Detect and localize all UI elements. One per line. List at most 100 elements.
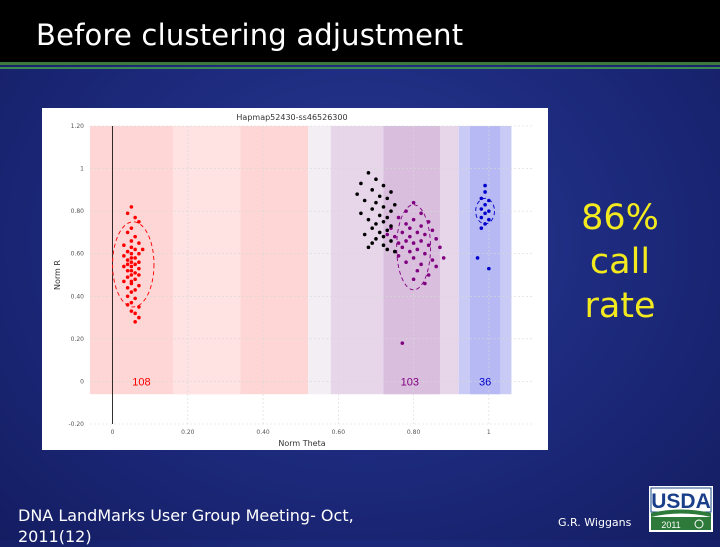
data-point <box>374 237 378 241</box>
data-point <box>396 241 401 245</box>
data-point <box>374 177 378 182</box>
data-point <box>129 256 134 260</box>
data-point <box>137 305 141 309</box>
title-rule-bottom <box>0 67 720 69</box>
data-point <box>389 209 393 213</box>
call-rate-line-3: rate <box>584 286 656 326</box>
y-tick-label: 1 <box>80 166 84 173</box>
data-point <box>483 202 487 207</box>
y-axis-label: Norm R <box>53 260 62 290</box>
data-point <box>479 196 484 201</box>
data-point <box>426 219 431 224</box>
data-point <box>377 230 382 235</box>
y-tick-label: -0.20 <box>68 421 84 428</box>
data-point <box>129 268 134 273</box>
usda-logo: USDA 2011 <box>649 486 713 532</box>
data-point <box>370 188 375 192</box>
scatter-chart-svg: 0 0.20 0.40 0.60 0.80 1 -0.20 0 0.20 0.40 0.60 0.80… <box>53 113 534 448</box>
data-point <box>122 264 126 269</box>
data-point <box>129 309 134 313</box>
data-point <box>129 226 134 230</box>
x-tick-label: 0.60 <box>332 429 346 436</box>
data-point <box>122 279 126 284</box>
data-point <box>133 234 137 239</box>
data-point <box>385 196 390 201</box>
data-point <box>137 241 141 245</box>
genotype-cluster-plot: 0 0.20 0.40 0.60 0.80 1 -0.20 0 0.20 0.40 0.60 0.80… <box>42 108 548 450</box>
data-point <box>370 241 375 245</box>
x-tick-label: 1 <box>487 429 491 436</box>
slide-title: Before clustering adjustment <box>36 18 464 52</box>
data-point <box>129 245 134 250</box>
data-point <box>400 341 405 345</box>
y-tick-label: 0.20 <box>71 336 85 343</box>
data-point <box>374 222 378 226</box>
data-point <box>370 207 375 211</box>
data-point <box>396 254 401 258</box>
title-bar: Before clustering adjustment <box>0 0 720 64</box>
data-point <box>366 245 371 250</box>
data-point <box>125 258 130 262</box>
band-bb-core <box>470 126 501 395</box>
data-point <box>125 249 130 254</box>
cluster-count-bb: 36 <box>479 377 491 389</box>
data-point <box>426 273 431 277</box>
data-point <box>370 226 375 230</box>
data-point <box>362 198 367 203</box>
data-point <box>129 300 134 305</box>
data-point <box>381 183 386 188</box>
data-point <box>362 232 367 237</box>
data-point <box>133 277 137 282</box>
data-point <box>381 243 386 247</box>
data-point <box>419 262 423 267</box>
data-point <box>133 271 137 275</box>
data-point <box>434 264 438 269</box>
data-point <box>426 243 431 247</box>
data-point <box>419 224 423 228</box>
data-point <box>415 268 420 273</box>
data-point <box>140 247 145 252</box>
data-point <box>389 190 393 194</box>
title-rule-top <box>0 62 720 65</box>
data-point <box>137 260 141 265</box>
data-point <box>129 273 134 277</box>
data-point <box>374 200 378 205</box>
data-point <box>411 256 416 260</box>
data-point <box>129 260 134 265</box>
data-point <box>133 296 137 301</box>
data-point <box>129 251 134 256</box>
data-point <box>411 277 416 282</box>
data-point <box>125 294 130 299</box>
data-point <box>366 217 371 222</box>
data-point <box>137 219 141 224</box>
data-point <box>423 281 427 286</box>
data-point <box>430 228 435 233</box>
band-ab-core <box>383 126 440 395</box>
data-point <box>122 243 126 247</box>
data-point <box>408 226 412 230</box>
author-name: G.R. Wiggans <box>558 516 632 529</box>
data-point <box>487 209 491 213</box>
data-point <box>125 285 130 290</box>
data-point <box>404 260 408 265</box>
call-rate-callout: 86% call rate <box>558 196 682 328</box>
data-point <box>441 256 446 260</box>
data-point <box>483 183 487 188</box>
data-point <box>133 262 137 267</box>
chart-title: Hapmap52430-ss46526300 <box>236 113 347 122</box>
data-point <box>483 190 487 194</box>
data-point <box>430 258 435 262</box>
data-point <box>411 200 416 205</box>
data-point <box>133 288 137 292</box>
meeting-footer: DNA LandMarks User Group Meeting- Oct, 2… <box>18 506 354 546</box>
y-tick-label: 0 <box>80 378 84 385</box>
data-point <box>381 205 386 209</box>
data-point <box>438 245 442 250</box>
data-point <box>415 230 420 235</box>
data-point <box>381 219 386 224</box>
data-point <box>415 247 420 252</box>
data-point <box>137 266 141 271</box>
data-point <box>133 311 137 316</box>
data-point <box>125 268 130 273</box>
x-axis-label: Norm Theta <box>278 439 325 448</box>
